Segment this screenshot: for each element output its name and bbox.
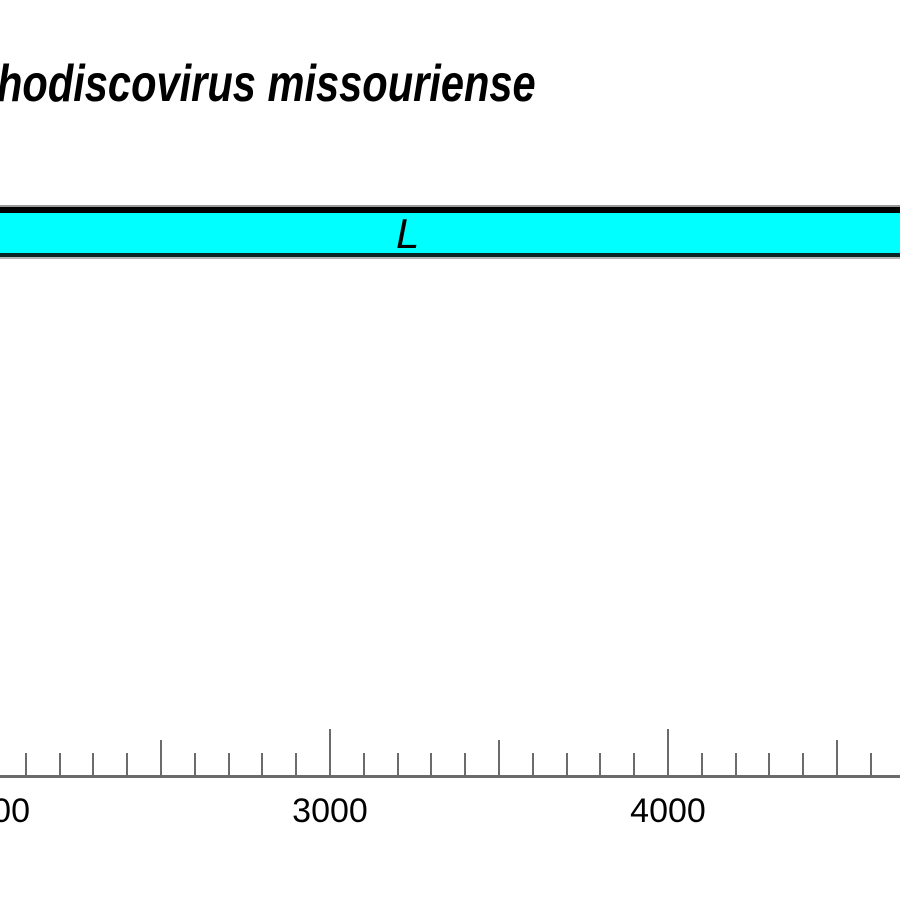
ruler-tick-major-3000 <box>329 729 331 775</box>
ruler-tick-minor-3200 <box>396 753 399 775</box>
tick-label-3000: 3000 <box>292 792 368 830</box>
axis-line <box>0 775 900 778</box>
ruler-tick-minor-4100 <box>700 753 703 775</box>
ruler-tick-medium-4500 <box>836 740 838 775</box>
ruler-tick-minor-3600 <box>531 753 534 775</box>
gene-label: L <box>396 210 420 257</box>
ruler-tick-minor-2700 <box>227 753 230 775</box>
feature-bar-bottom-fringe <box>0 257 900 259</box>
ruler-tick-medium-3500 <box>498 740 500 775</box>
organism-title: hodiscovirus missouriense <box>0 55 536 113</box>
ruler-tick-minor-3800 <box>599 753 602 775</box>
feature-track <box>0 205 900 259</box>
ruler-tick-minor-2900 <box>295 753 298 775</box>
ruler-tick-minor-2300 <box>92 753 95 775</box>
tick-label-4000: 4000 <box>630 792 706 830</box>
ruler-tick-minor-3400 <box>464 753 467 775</box>
ruler-tick-minor-2600 <box>193 753 196 775</box>
feature-bar-top-fringe <box>0 205 900 207</box>
ruler-tick-minor-4300 <box>768 753 771 775</box>
ruler-tick-minor-3100 <box>362 753 365 775</box>
ruler-tick-minor-2800 <box>261 753 264 775</box>
ruler-tick-minor-4600 <box>869 753 872 775</box>
ruler-tick-minor-2200 <box>58 753 61 775</box>
ruler-tick-minor-3300 <box>430 753 433 775</box>
ruler-tick-minor-4200 <box>734 753 737 775</box>
ruler-tick-major-4000 <box>667 729 669 775</box>
ruler-tick-minor-3700 <box>565 753 568 775</box>
ruler-tick-minor-3900 <box>633 753 636 775</box>
gene-feature-bar <box>0 207 900 257</box>
ruler-tick-medium-2500 <box>160 740 162 775</box>
ruler-tick-minor-4400 <box>802 753 805 775</box>
ruler-tick-minor-2100 <box>24 753 27 775</box>
ruler-tick-minor-2400 <box>126 753 129 775</box>
tick-label-2000: 00 <box>0 792 30 830</box>
